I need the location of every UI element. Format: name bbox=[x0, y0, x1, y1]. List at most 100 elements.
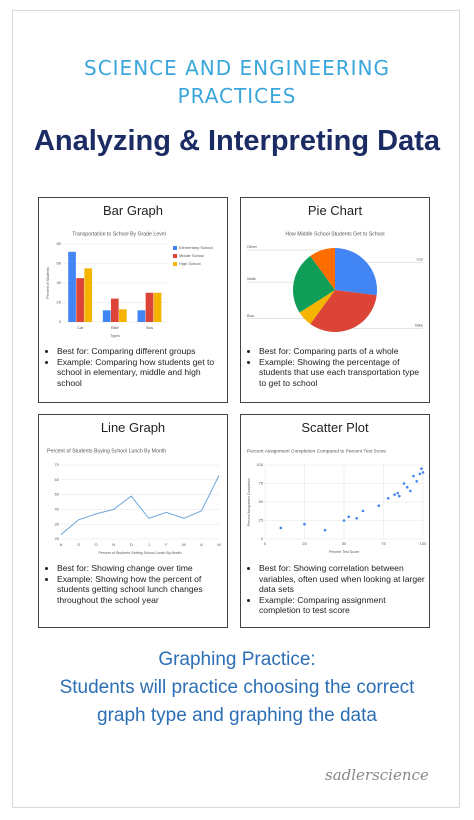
bullet: Best for: Comparing different groups bbox=[57, 346, 223, 357]
legend-label: High School bbox=[179, 261, 201, 266]
x-tick-label: 75 bbox=[381, 541, 386, 546]
y-tick-label: 30 bbox=[55, 521, 60, 526]
x-tick-label: O bbox=[95, 542, 98, 547]
point bbox=[409, 489, 412, 493]
point bbox=[393, 493, 396, 496]
point bbox=[361, 509, 365, 513]
chart: How Middle School Students Get to School… bbox=[247, 231, 424, 332]
chart: Transportation to School By Grade Level P… bbox=[46, 231, 213, 338]
x-axis-label: Types bbox=[110, 334, 120, 338]
x-tick-label: A bbox=[60, 542, 63, 547]
y-tick-label: 100 bbox=[256, 462, 263, 467]
point bbox=[421, 471, 425, 474]
y-tick-label: 40 bbox=[55, 506, 60, 511]
pie-slice bbox=[310, 248, 335, 290]
y-tick-label: 20 bbox=[57, 300, 62, 305]
bullet: Best for: Comparing parts of a whole bbox=[259, 346, 425, 357]
x-tick-label: S bbox=[77, 542, 80, 547]
pie-slice bbox=[299, 290, 335, 324]
x-tick-label: 100 bbox=[420, 541, 427, 546]
point bbox=[323, 528, 327, 532]
y-tick-label: 25 bbox=[259, 518, 264, 523]
pie-slice bbox=[293, 256, 335, 313]
chart: Percent Assignment Completion Compared t… bbox=[247, 448, 427, 554]
x-tick-label: D bbox=[130, 542, 133, 547]
point bbox=[418, 472, 422, 476]
line bbox=[60, 475, 220, 535]
bullet-list: Best for: Showing change over timeExampl… bbox=[43, 563, 223, 605]
slice-label: Bus bbox=[247, 313, 254, 318]
panel-heading: Pie Chart bbox=[307, 203, 363, 218]
chart-title: Transportation to School By Grade Level bbox=[72, 231, 166, 237]
legend-label: Elementary School bbox=[179, 245, 213, 250]
slice-label: Walk bbox=[247, 276, 256, 281]
frame bbox=[12, 10, 460, 808]
bar bbox=[76, 278, 84, 322]
x-tick-label: N bbox=[112, 542, 115, 547]
point bbox=[347, 515, 351, 519]
point bbox=[402, 482, 406, 485]
y-axis-label: Percent of Students bbox=[46, 267, 50, 299]
chart-title: Percent of Students Buying School Lunch … bbox=[47, 448, 166, 454]
y-tick-label: 70 bbox=[55, 462, 60, 467]
x-tick-label: M bbox=[217, 542, 220, 547]
point bbox=[412, 474, 415, 478]
pie-slice bbox=[335, 248, 377, 296]
bar bbox=[110, 298, 119, 322]
footer-text: Students will practice choosing the corr… bbox=[59, 677, 415, 698]
y-tick-label: 75 bbox=[259, 481, 264, 486]
bar bbox=[68, 251, 76, 322]
point bbox=[342, 519, 346, 522]
bullet: Example: Comparing how students get to s… bbox=[57, 357, 223, 389]
legend-swatch bbox=[173, 262, 177, 266]
subtitle: SCIENCE AND ENGINEERING bbox=[84, 56, 390, 80]
x-tick-label: J bbox=[148, 542, 150, 547]
x-tick-label: 25 bbox=[302, 541, 307, 546]
point bbox=[303, 522, 306, 526]
y-axis-label: Percent Assignment Completion bbox=[247, 478, 251, 526]
x-tick-label: Car bbox=[77, 325, 84, 330]
panel-heading: Line Graph bbox=[100, 420, 166, 435]
bullet-list: Best for: Comparing parts of a wholeExam… bbox=[245, 346, 425, 388]
point bbox=[420, 467, 423, 470]
x-tick-label: Bike bbox=[111, 325, 120, 330]
x-tick-label: A bbox=[200, 542, 203, 547]
chart-title: How Middle School Students Get to School bbox=[285, 231, 384, 237]
point bbox=[396, 491, 400, 495]
bar bbox=[102, 310, 111, 322]
y-tick-label: 50 bbox=[55, 492, 60, 497]
bar bbox=[119, 309, 127, 322]
x-tick-label: 0 bbox=[264, 541, 267, 546]
panel: Scatter Plot Percent Assignment Completio… bbox=[240, 414, 430, 628]
bar bbox=[137, 310, 146, 322]
bar bbox=[84, 268, 93, 322]
y-tick-label: 80 bbox=[57, 241, 62, 246]
chart: Percent of Students Buying School Lunch … bbox=[47, 448, 221, 555]
bar bbox=[145, 292, 154, 322]
point bbox=[386, 497, 390, 500]
point bbox=[279, 526, 283, 530]
y-tick-label: 0 bbox=[261, 536, 264, 541]
bullet: Example: Showing the percentage of stude… bbox=[259, 357, 425, 389]
point bbox=[415, 479, 418, 483]
title: Analyzing & Interpreting Data bbox=[33, 125, 441, 157]
x-tick-label: Bus bbox=[146, 325, 153, 330]
y-tick-label: 60 bbox=[57, 261, 62, 266]
panel-heading: Bar Graph bbox=[103, 203, 163, 218]
panel-heading: Scatter Plot bbox=[301, 420, 369, 435]
footer-text: graph type and graphing the data bbox=[97, 705, 377, 726]
point bbox=[355, 516, 358, 520]
footer-heading: Graphing Practice: bbox=[158, 649, 316, 670]
x-axis-label: Percent Test Score bbox=[329, 550, 359, 554]
slice-label: Car bbox=[417, 256, 424, 261]
point bbox=[377, 504, 381, 507]
x-tick-label: M bbox=[182, 542, 185, 547]
slice-label: Bike bbox=[415, 323, 424, 328]
bar bbox=[153, 292, 162, 322]
chart-title: Percent Assignment Completion Compared t… bbox=[247, 448, 386, 454]
y-tick-label: 0 bbox=[59, 319, 62, 324]
bullet-list: Best for: Showing correlation between va… bbox=[245, 563, 425, 616]
bullet: Example: Comparing assignment completion… bbox=[259, 595, 425, 616]
subtitle: PRACTICES bbox=[177, 84, 297, 108]
